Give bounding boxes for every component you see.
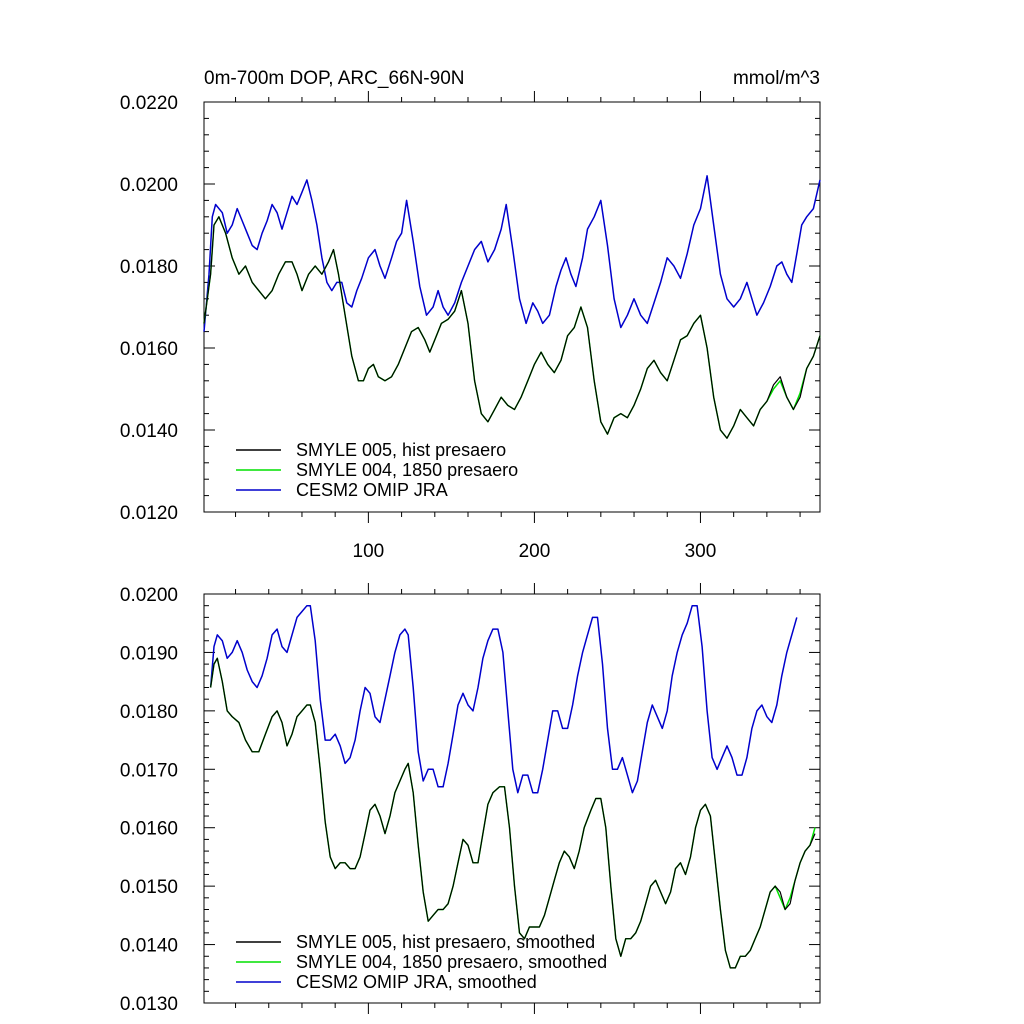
series-line-2: [203, 216, 821, 439]
y-tick-label: 0.0180: [120, 702, 178, 723]
x-tick-label: 200: [519, 541, 551, 562]
units-label: mmol/m^3: [733, 68, 820, 89]
y-tick-label: 0.0190: [120, 643, 178, 664]
legend-label-2: SMYLE 004, 1850 presaero: [296, 460, 518, 480]
y-tick-label: 0.0120: [120, 503, 178, 524]
y-tick-label: 0.0140: [120, 421, 178, 442]
x-tick-label: 300: [685, 541, 717, 562]
y-tick-label: 0.0160: [120, 339, 178, 360]
series-line-1: [210, 657, 816, 969]
x-tick-label: 100: [353, 541, 385, 562]
series-line-3: [209, 604, 798, 794]
series-line-1: [203, 216, 821, 439]
plot-frame: [203, 593, 821, 1004]
legend-label-1: SMYLE 005, hist presaero, smoothed: [296, 932, 595, 952]
y-tick-label: 0.0180: [120, 257, 178, 278]
y-tick-label: 0.0200: [120, 585, 178, 606]
y-tick-label: 0.0160: [120, 819, 178, 840]
bottom-panel: 0.0130 0.0140 0.0150 0.0160 0.0170 0.0180 0.01…: [120, 583, 821, 1015]
legend-label-3: CESM2 OMIP JRA: [296, 480, 448, 500]
legend-label-2: SMYLE 004, 1850 presaero, smoothed: [296, 952, 607, 972]
y-tick-label: 0.0220: [120, 93, 178, 114]
y-tick-label: 0.0140: [120, 936, 178, 957]
y-tick-label: 0.0130: [120, 994, 178, 1015]
series-line-3: [203, 175, 821, 332]
legend-label-3: CESM2 OMIP JRA, smoothed: [296, 972, 537, 992]
y-tick-label: 0.0150: [120, 877, 178, 898]
chart-title: 0m-700m DOP, ARC_66N-90N: [204, 68, 464, 89]
top-panel: 0.0120 0.0140 0.0160 0.0180 0.0200 0.0220 100 2…: [120, 68, 821, 562]
legend-label-1: SMYLE 005, hist presaero: [296, 440, 506, 460]
y-tick-label: 0.0170: [120, 760, 178, 781]
y-tick-label: 0.0200: [120, 175, 178, 196]
plot-frame: [203, 101, 821, 513]
series-line-2: [209, 657, 816, 969]
